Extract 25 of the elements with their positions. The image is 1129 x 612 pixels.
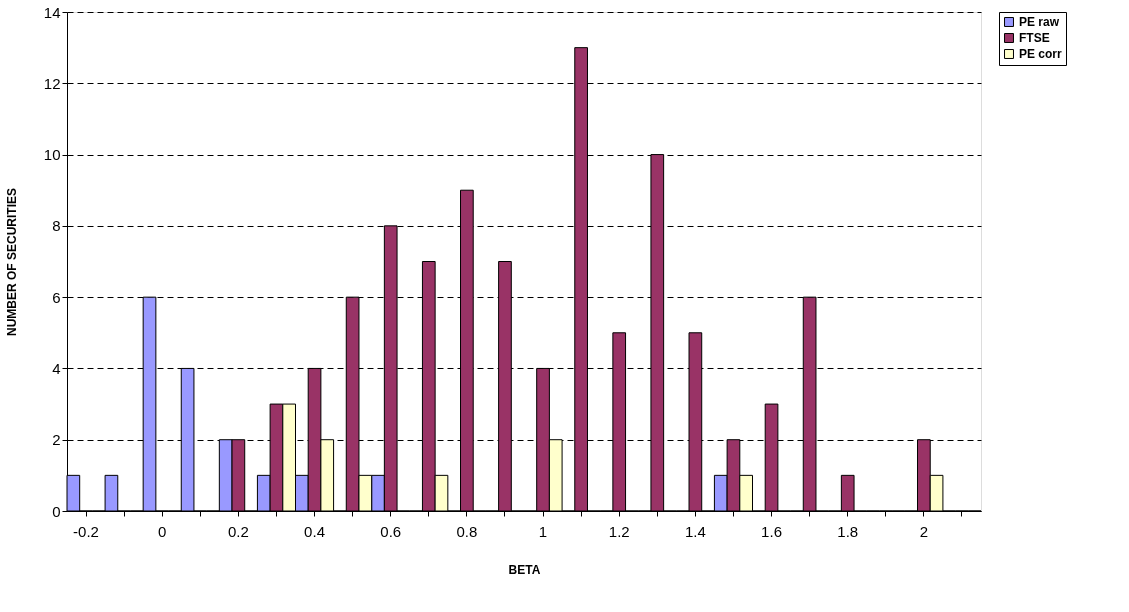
x-tick-label: 0 [158,522,167,540]
y-tick-label: 4 [52,359,61,377]
y-tick-label: 8 [52,217,61,235]
y-axis-title: NUMBER OF SECURITIES [4,187,19,337]
x-axis-title: BETA [508,562,541,577]
y-tick-label: 10 [43,146,61,164]
legend-label: PE raw [1019,15,1060,29]
x-tick-label: 0.4 [304,522,325,540]
legend-label: PE corr [1019,47,1063,61]
legend-label: FTSE [1019,31,1050,45]
x-tick-label: 1.6 [761,522,782,540]
x-tick-label: 2 [919,522,929,540]
y-tick-label: 6 [52,288,61,306]
y-tick-label: 2 [52,431,61,449]
x-tick-label: 1.4 [684,522,706,540]
x-tick-label: 0.2 [227,522,249,540]
x-tick-label: -0.2 [73,522,99,540]
y-tick-label: 14 [43,3,61,21]
x-tick-label: 0.6 [380,522,402,540]
x-tick-label: 1.2 [608,522,630,540]
x-tick-label: 1.8 [837,522,859,540]
y-tick-label: 0 [52,502,61,520]
x-tick-label: 0.8 [456,522,478,540]
y-tick-label: 12 [43,74,61,92]
x-tick-label: 1 [538,522,548,540]
